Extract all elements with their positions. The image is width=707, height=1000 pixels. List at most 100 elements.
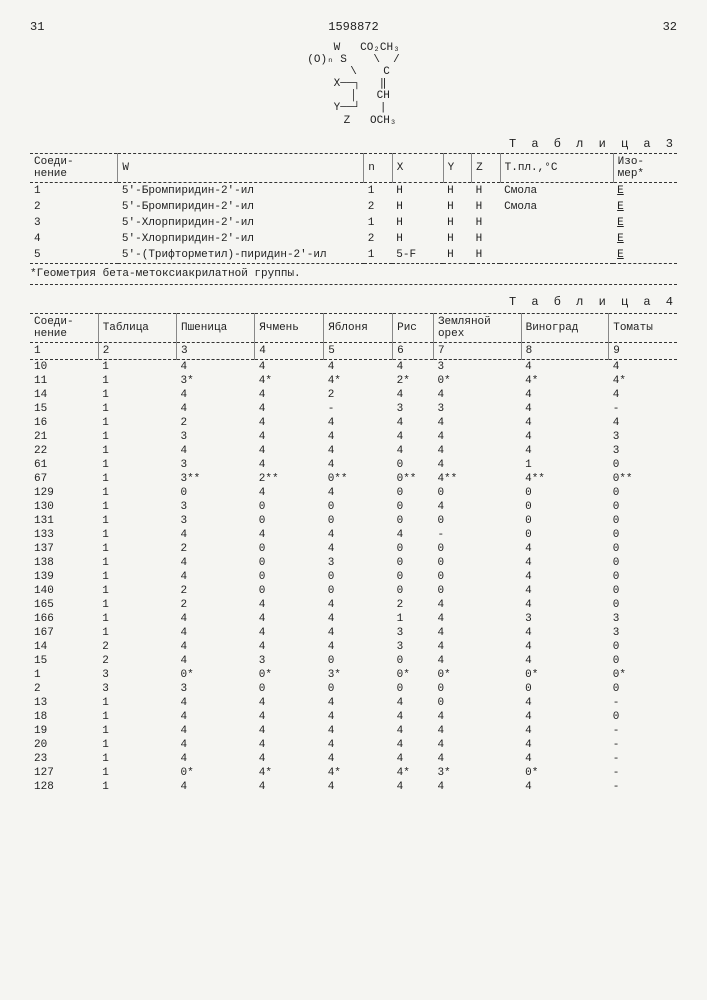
table-cell: 4* <box>255 766 324 780</box>
page-right: 32 <box>663 20 677 34</box>
table-cell: 2 <box>30 199 118 215</box>
table3-header: Y <box>443 153 472 182</box>
table4-header: Ячмень <box>255 313 324 342</box>
table-cell: 4 <box>521 724 609 738</box>
table-cell: 0 <box>324 682 393 696</box>
table-cell: 128 <box>30 780 98 794</box>
table-cell: 1 <box>98 752 176 766</box>
table-cell: 4 <box>433 416 521 430</box>
table-cell: 14 <box>30 640 98 654</box>
table-cell: 0 <box>393 514 434 528</box>
table-cell: 4* <box>521 374 609 388</box>
table-row: 55'-(Трифторметил)-пиридин-2'-ил15-FHHE <box>30 247 677 264</box>
table-cell: 0 <box>393 458 434 472</box>
table-cell: 1 <box>98 430 176 444</box>
table-cell: 4 <box>176 696 254 710</box>
table-cell: 1 <box>393 612 434 626</box>
table-cell: 4 <box>255 640 324 654</box>
table-cell: 4 <box>433 724 521 738</box>
table-cell: 2 <box>364 231 393 247</box>
table-cell: 14 <box>30 388 98 402</box>
table-cell: 0 <box>324 584 393 598</box>
table-cell: 3 <box>176 514 254 528</box>
table-cell: 4 <box>30 231 118 247</box>
table-cell: 0 <box>433 556 521 570</box>
table-cell: 1 <box>98 556 176 570</box>
table-cell: 3 <box>609 626 677 640</box>
table4-caption: Т а б л и ц а 4 <box>30 295 677 309</box>
table-cell: 3** <box>176 472 254 486</box>
table-cell: 0 <box>324 500 393 514</box>
table3-header: n <box>364 153 393 182</box>
table-cell: 4 <box>176 780 254 794</box>
table-row: 6713**2**0**0**4**4**0** <box>30 472 677 486</box>
table-cell: 1 <box>98 388 176 402</box>
table-row: 1612444444 <box>30 416 677 430</box>
table4-header: Земляной орех <box>433 313 521 342</box>
table-cell: 4 <box>521 696 609 710</box>
table-cell: - <box>609 752 677 766</box>
table-cell: 5'-Хлорпиридин-2'-ил <box>118 215 364 231</box>
table-cell: 5'-Бромпиридин-2'-ил <box>118 199 364 215</box>
table-cell: 3 <box>393 640 434 654</box>
table-cell: 4 <box>176 388 254 402</box>
table4-colnum: 5 <box>324 342 393 359</box>
table-row: 191444444- <box>30 724 677 738</box>
table-cell: 1 <box>98 724 176 738</box>
table-cell: 4 <box>176 570 254 584</box>
table-row: 16512442440 <box>30 598 677 612</box>
table-cell: 4 <box>176 528 254 542</box>
table-row: 201444444- <box>30 738 677 752</box>
table-cell: 15 <box>30 402 98 416</box>
table-cell: 4 <box>521 402 609 416</box>
table-row: 16614441433 <box>30 612 677 626</box>
table-cell: 4 <box>176 402 254 416</box>
table-cell: 1 <box>30 182 118 199</box>
table-cell: 4 <box>521 752 609 766</box>
table-cell: 2 <box>393 598 434 612</box>
table-cell: 4 <box>324 430 393 444</box>
table-cell: 0 <box>433 486 521 500</box>
table-cell: 1 <box>98 542 176 556</box>
table-cell: 4 <box>393 696 434 710</box>
table-cell: 3 <box>176 500 254 514</box>
table-cell: 3* <box>324 668 393 682</box>
table-cell: 0** <box>609 472 677 486</box>
table-cell: 4 <box>433 430 521 444</box>
table-cell: 4 <box>324 598 393 612</box>
table-cell: 0 <box>609 542 677 556</box>
table-cell: 133 <box>30 528 98 542</box>
table-cell: 4 <box>521 430 609 444</box>
table-cell: 0 <box>609 710 677 724</box>
table-cell: 1 <box>98 472 176 486</box>
table4-colnum: 6 <box>393 342 434 359</box>
table-cell: 4 <box>521 556 609 570</box>
table-cell: 0 <box>433 584 521 598</box>
table-cell: 1 <box>98 710 176 724</box>
table-cell: 4 <box>324 359 393 374</box>
table-cell: 4 <box>521 444 609 458</box>
table-cell: 3 <box>433 359 521 374</box>
table4-colnum: 9 <box>609 342 677 359</box>
table-cell: 4 <box>609 416 677 430</box>
doc-number: 1598872 <box>328 20 378 34</box>
table-cell: H <box>443 215 472 231</box>
table-cell: 4 <box>255 444 324 458</box>
table-cell: 4 <box>393 738 434 752</box>
table-cell: 0 <box>609 500 677 514</box>
table-cell: 4 <box>255 752 324 766</box>
table-cell: 4 <box>176 752 254 766</box>
table-cell: H <box>472 247 501 264</box>
table-cell: 4 <box>433 738 521 752</box>
table-cell: 5'-(Трифторметил)-пиридин-2'-ил <box>118 247 364 264</box>
table-cell: Смола <box>500 182 613 199</box>
table-cell: 4* <box>609 374 677 388</box>
table3-header: W <box>118 153 364 182</box>
table-cell: H <box>472 199 501 215</box>
table-cell: 2* <box>393 374 434 388</box>
table-cell: 0* <box>176 766 254 780</box>
table-cell: 4 <box>521 584 609 598</box>
table-cell: 1 <box>30 668 98 682</box>
table-cell: 4 <box>433 710 521 724</box>
table-cell: 1 <box>98 486 176 500</box>
